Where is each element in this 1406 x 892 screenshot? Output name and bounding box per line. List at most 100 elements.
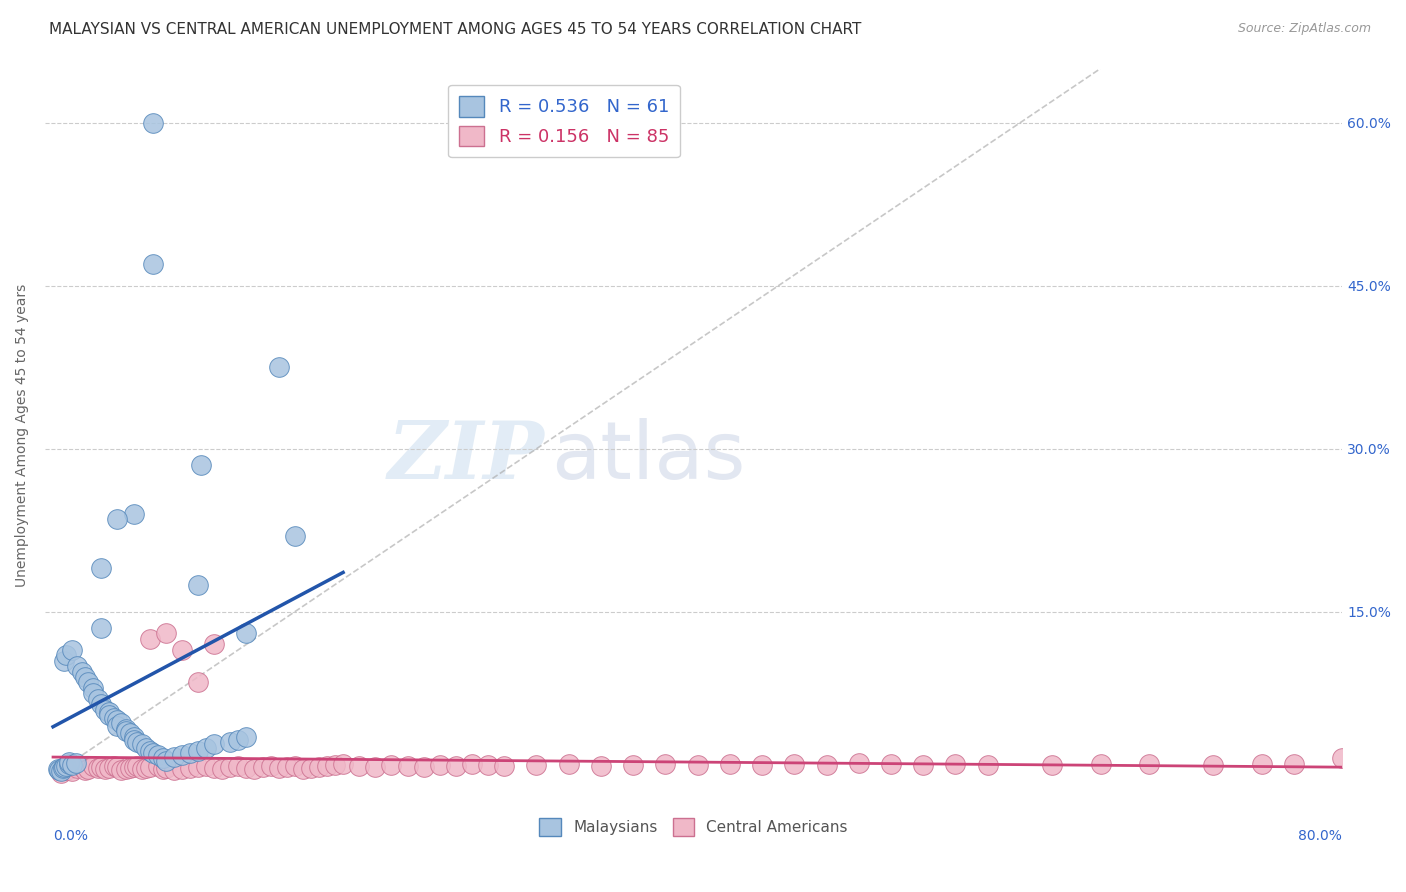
Point	[122, 760, 145, 774]
Point	[219, 735, 242, 749]
Point	[202, 737, 225, 751]
Point	[267, 761, 290, 775]
Point	[332, 756, 354, 771]
Point	[75, 764, 97, 778]
Point	[1282, 756, 1305, 771]
Point	[93, 762, 115, 776]
Point	[120, 761, 142, 775]
Text: 80.0%: 80.0%	[1298, 829, 1343, 843]
Point	[235, 730, 257, 744]
Point	[53, 654, 76, 668]
Point	[60, 642, 83, 657]
Point	[323, 758, 346, 772]
Point	[107, 714, 129, 728]
Point	[347, 759, 370, 773]
Point	[170, 748, 193, 763]
Point	[155, 761, 177, 775]
Point	[90, 697, 112, 711]
Legend: Malaysians, Central Americans: Malaysians, Central Americans	[533, 812, 853, 842]
Point	[82, 759, 104, 773]
Point	[461, 756, 484, 771]
Point	[912, 758, 935, 772]
Point	[621, 758, 644, 772]
Point	[70, 760, 93, 774]
Point	[170, 642, 193, 657]
Point	[494, 759, 516, 773]
Y-axis label: Unemployment Among Ages 45 to 54 years: Unemployment Among Ages 45 to 54 years	[15, 284, 30, 587]
Text: Source: ZipAtlas.com: Source: ZipAtlas.com	[1237, 22, 1371, 36]
Point	[557, 756, 579, 771]
Point	[98, 705, 121, 719]
Point	[179, 746, 201, 760]
Point	[142, 257, 165, 271]
Point	[146, 759, 169, 773]
Point	[107, 760, 129, 774]
Point	[1137, 756, 1160, 771]
Point	[477, 758, 499, 772]
Point	[163, 750, 186, 764]
Point	[107, 719, 129, 733]
Point	[429, 758, 451, 772]
Text: 0.0%: 0.0%	[53, 829, 89, 843]
Point	[1040, 758, 1063, 772]
Point	[90, 621, 112, 635]
Point	[125, 759, 148, 773]
Point	[49, 765, 72, 780]
Point	[945, 756, 967, 771]
Point	[82, 681, 104, 695]
Point	[131, 737, 153, 751]
Point	[90, 760, 112, 774]
Point	[187, 675, 209, 690]
Point	[1202, 758, 1225, 772]
Point	[103, 759, 125, 773]
Point	[299, 761, 322, 775]
Point	[228, 733, 250, 747]
Point	[138, 744, 160, 758]
Point	[412, 760, 434, 774]
Point	[49, 764, 72, 779]
Point	[163, 764, 186, 778]
Point	[114, 762, 136, 776]
Point	[243, 762, 266, 776]
Point	[219, 760, 242, 774]
Point	[138, 760, 160, 774]
Point	[284, 529, 307, 543]
Point	[114, 724, 136, 739]
Point	[107, 512, 129, 526]
Point	[155, 626, 177, 640]
Point	[82, 686, 104, 700]
Point	[155, 754, 177, 768]
Point	[195, 759, 218, 773]
Point	[122, 730, 145, 744]
Point	[654, 756, 676, 771]
Point	[308, 760, 330, 774]
Point	[122, 733, 145, 747]
Point	[55, 648, 77, 663]
Text: atlas: atlas	[551, 418, 745, 496]
Point	[66, 761, 89, 775]
Point	[396, 759, 419, 773]
Point	[179, 761, 201, 775]
Point	[103, 711, 125, 725]
Point	[65, 756, 87, 770]
Point	[110, 764, 132, 778]
Point	[55, 764, 77, 778]
Point	[977, 758, 1000, 772]
Point	[259, 759, 281, 773]
Point	[90, 561, 112, 575]
Point	[364, 760, 387, 774]
Point	[718, 756, 741, 771]
Point	[120, 726, 142, 740]
Text: ZIP: ZIP	[388, 418, 544, 496]
Point	[60, 764, 83, 779]
Point	[202, 761, 225, 775]
Point	[815, 758, 838, 772]
Point	[98, 708, 121, 723]
Point	[52, 761, 75, 775]
Point	[77, 762, 100, 776]
Point	[267, 360, 290, 375]
Point	[135, 740, 157, 755]
Point	[195, 740, 218, 755]
Point	[46, 762, 69, 776]
Point	[146, 748, 169, 763]
